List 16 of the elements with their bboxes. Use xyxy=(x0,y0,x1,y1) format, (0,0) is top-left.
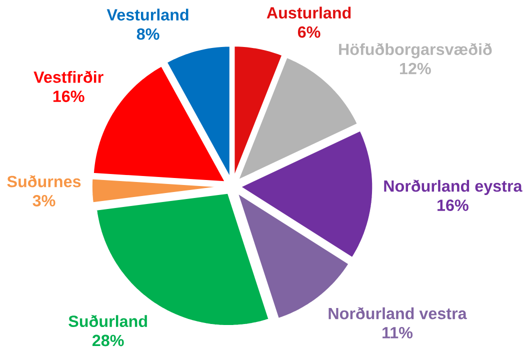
data-label: 11% xyxy=(382,327,413,338)
data-label: 16% xyxy=(53,90,84,102)
slice-label: Norðurland eystra xyxy=(384,180,522,196)
slice-label: Norðurland vestra xyxy=(328,307,467,320)
data-label: 8% xyxy=(136,28,160,40)
slice-label: Vestfirðir xyxy=(34,70,104,83)
slice-label: Höfuðborgarsvæðið xyxy=(339,43,492,58)
slice-label: Austurland xyxy=(266,6,351,19)
data-label: 12% xyxy=(400,62,431,74)
data-label: 6% xyxy=(298,26,320,38)
data-label: 3% xyxy=(32,195,56,206)
slice-label: Suðurland xyxy=(68,315,147,328)
slice-label: Suðurnes xyxy=(7,175,81,188)
slice-label: Vesturland xyxy=(106,8,188,21)
data-label: 28% xyxy=(92,334,124,346)
data-label: 16% xyxy=(438,200,468,211)
